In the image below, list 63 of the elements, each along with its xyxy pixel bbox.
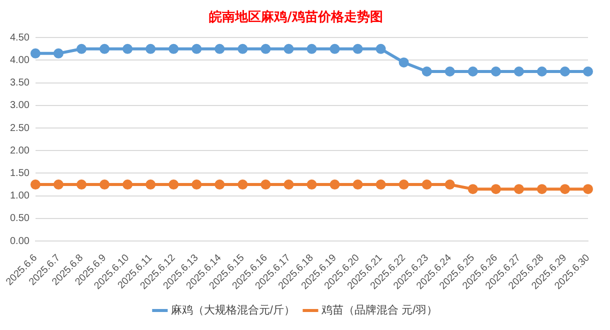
point (490, 184, 501, 194)
point (398, 180, 409, 190)
point (30, 180, 40, 190)
point (330, 44, 340, 54)
point (122, 44, 133, 54)
y-tick-label: 0.50 (10, 213, 30, 224)
point (422, 66, 432, 77)
point (100, 180, 110, 190)
point (560, 66, 570, 77)
point (536, 184, 547, 194)
y-tick-label: 3.00 (10, 100, 30, 112)
point (444, 180, 455, 190)
point (168, 44, 179, 54)
y-tick-label: 4.00 (10, 54, 30, 66)
point (583, 66, 593, 77)
point (468, 66, 478, 77)
y-tick-label: 1.00 (10, 190, 30, 202)
point (238, 44, 248, 54)
legend-label: 鸡苗（品牌混合 元/羽） (320, 304, 438, 317)
point (168, 180, 179, 190)
y-tick-label: 0.00 (10, 236, 30, 247)
point (192, 44, 202, 54)
point (444, 66, 455, 77)
point (260, 44, 271, 54)
point (560, 184, 570, 194)
point (214, 44, 225, 54)
point (284, 180, 294, 190)
point (53, 48, 64, 58)
point (352, 180, 363, 190)
point (468, 184, 478, 194)
point (76, 180, 87, 190)
point (306, 180, 317, 190)
y-tick-label: 2.50 (10, 122, 30, 134)
y-tick-label: 3.50 (10, 78, 30, 89)
point (238, 180, 248, 190)
point (376, 180, 386, 190)
point (536, 66, 547, 77)
point (306, 44, 317, 54)
point (214, 180, 225, 190)
point (122, 180, 133, 190)
point (330, 180, 340, 190)
point (422, 180, 432, 190)
point (192, 180, 202, 190)
chart-title: 皖南地区麻鸡/鸡苗价格走势图 (209, 9, 383, 26)
point (30, 48, 40, 58)
point (100, 44, 110, 54)
point (260, 180, 271, 190)
y-tick-label: 1.50 (10, 168, 30, 179)
y-tick-label: 4.50 (10, 32, 30, 44)
point (53, 180, 64, 190)
point (398, 57, 409, 68)
legend-label: 麻鸡（大规格混合元/斤） (170, 304, 295, 317)
point (583, 184, 593, 194)
point (352, 44, 363, 54)
point (146, 44, 156, 54)
y-tick-label: 2.00 (10, 145, 30, 156)
point (284, 44, 294, 54)
point (376, 44, 386, 54)
point (490, 66, 501, 77)
point (146, 180, 156, 190)
point (514, 184, 524, 194)
point (76, 44, 87, 54)
point (514, 66, 524, 77)
